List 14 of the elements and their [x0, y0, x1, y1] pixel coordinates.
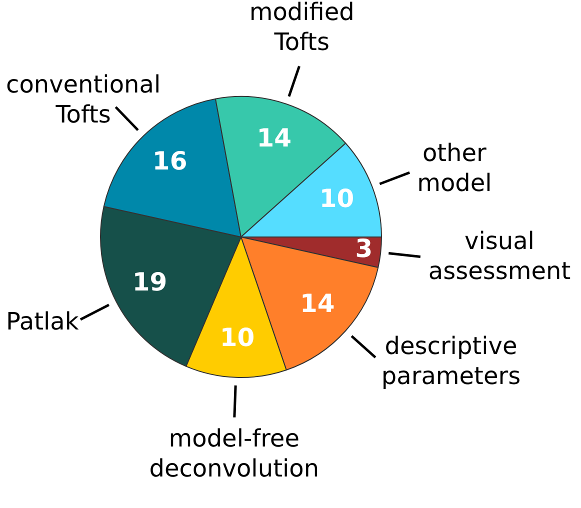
- data-label: 10: [319, 184, 354, 213]
- data-label: 16: [152, 146, 188, 176]
- data-label: 14: [300, 288, 335, 318]
- slice-label: visual assessment: [428, 226, 571, 285]
- slice-label: descriptive parameters: [381, 332, 521, 390]
- data-label: 14: [256, 123, 292, 152]
- data-label: 3: [355, 234, 373, 264]
- slice-label: modified Tofts: [249, 0, 354, 56]
- data-label: 19: [132, 267, 168, 296]
- slice-label: conventional Tofts: [6, 70, 161, 129]
- slice-label: model-free deconvolution: [149, 424, 320, 483]
- slice-label: Patlak: [6, 307, 79, 336]
- slice-label: other model: [417, 138, 492, 197]
- data-label: 10: [220, 322, 255, 352]
